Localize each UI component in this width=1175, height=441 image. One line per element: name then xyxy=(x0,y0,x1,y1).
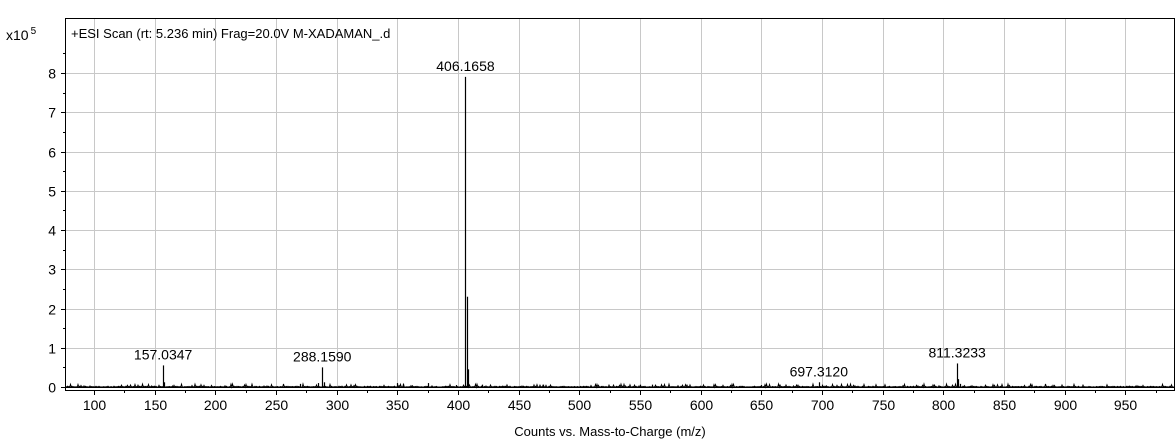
x-tick-label: 800 xyxy=(932,397,956,413)
x-tick-label: 350 xyxy=(386,397,410,413)
grid-lines xyxy=(66,19,1174,387)
peak-label: 288.1590 xyxy=(293,348,352,364)
x-tick-label: 700 xyxy=(811,397,835,413)
x-tick-label: 550 xyxy=(629,397,653,413)
y-axis-ticks: 0 1 2 3 4 5 6 7 8 xyxy=(48,53,66,396)
peak-annotations: 157.0347 288.1590 406.1658 697.3120 811.3233 xyxy=(134,58,986,379)
x-tick-label: 300 xyxy=(326,397,350,413)
y-axis-multiplier: x10 5 xyxy=(6,26,37,43)
y-tick-label: 8 xyxy=(48,66,56,82)
x-tick-label: 600 xyxy=(690,397,714,413)
y-multiplier-exponent: 5 xyxy=(31,26,37,37)
y-tick-label: 2 xyxy=(48,302,56,318)
peak-label: 157.0347 xyxy=(134,346,193,362)
y-tick-label: 6 xyxy=(48,145,56,161)
baseline-noise xyxy=(65,382,1174,389)
y-tick-label: 5 xyxy=(48,184,56,200)
x-tick-label: 450 xyxy=(508,397,532,413)
x-tick-label: 250 xyxy=(265,397,289,413)
x-axis-ticks: 100 150 200 250 300 350 400 450 500 550 600 650 700 7… xyxy=(83,390,1157,413)
x-tick-label: 100 xyxy=(83,397,107,413)
y-tick-label: 1 xyxy=(48,341,56,357)
x-tick-label: 150 xyxy=(144,397,168,413)
x-tick-label: 900 xyxy=(1054,397,1078,413)
x-tick-label: 500 xyxy=(568,397,592,413)
x-tick-label: 400 xyxy=(447,397,471,413)
x-tick-label: 650 xyxy=(750,397,774,413)
y-multiplier-base: x10 xyxy=(6,27,29,43)
x-axis-title: Counts vs. Mass-to-Charge (m/z) xyxy=(514,424,705,439)
y-tick-label: 0 xyxy=(48,380,56,396)
x-tick-label: 850 xyxy=(993,397,1017,413)
chart-title: +ESI Scan (rt: 5.236 min) Frag=20.0V M-X… xyxy=(71,26,390,41)
x-tick-label: 950 xyxy=(1114,397,1138,413)
peak-label: 697.3120 xyxy=(790,363,849,379)
y-tick-label: 7 xyxy=(48,105,56,121)
x-tick-label: 750 xyxy=(872,397,896,413)
y-tick-label: 3 xyxy=(48,262,56,278)
plot-frame xyxy=(65,18,1175,391)
y-tick-label: 4 xyxy=(48,223,56,239)
baseline-noise-trace xyxy=(65,382,1174,389)
spectrum-peaks xyxy=(162,76,962,387)
peak-label: 811.3233 xyxy=(928,344,986,360)
peak-label: 406.1658 xyxy=(436,58,495,74)
x-tick-label: 200 xyxy=(204,397,228,413)
